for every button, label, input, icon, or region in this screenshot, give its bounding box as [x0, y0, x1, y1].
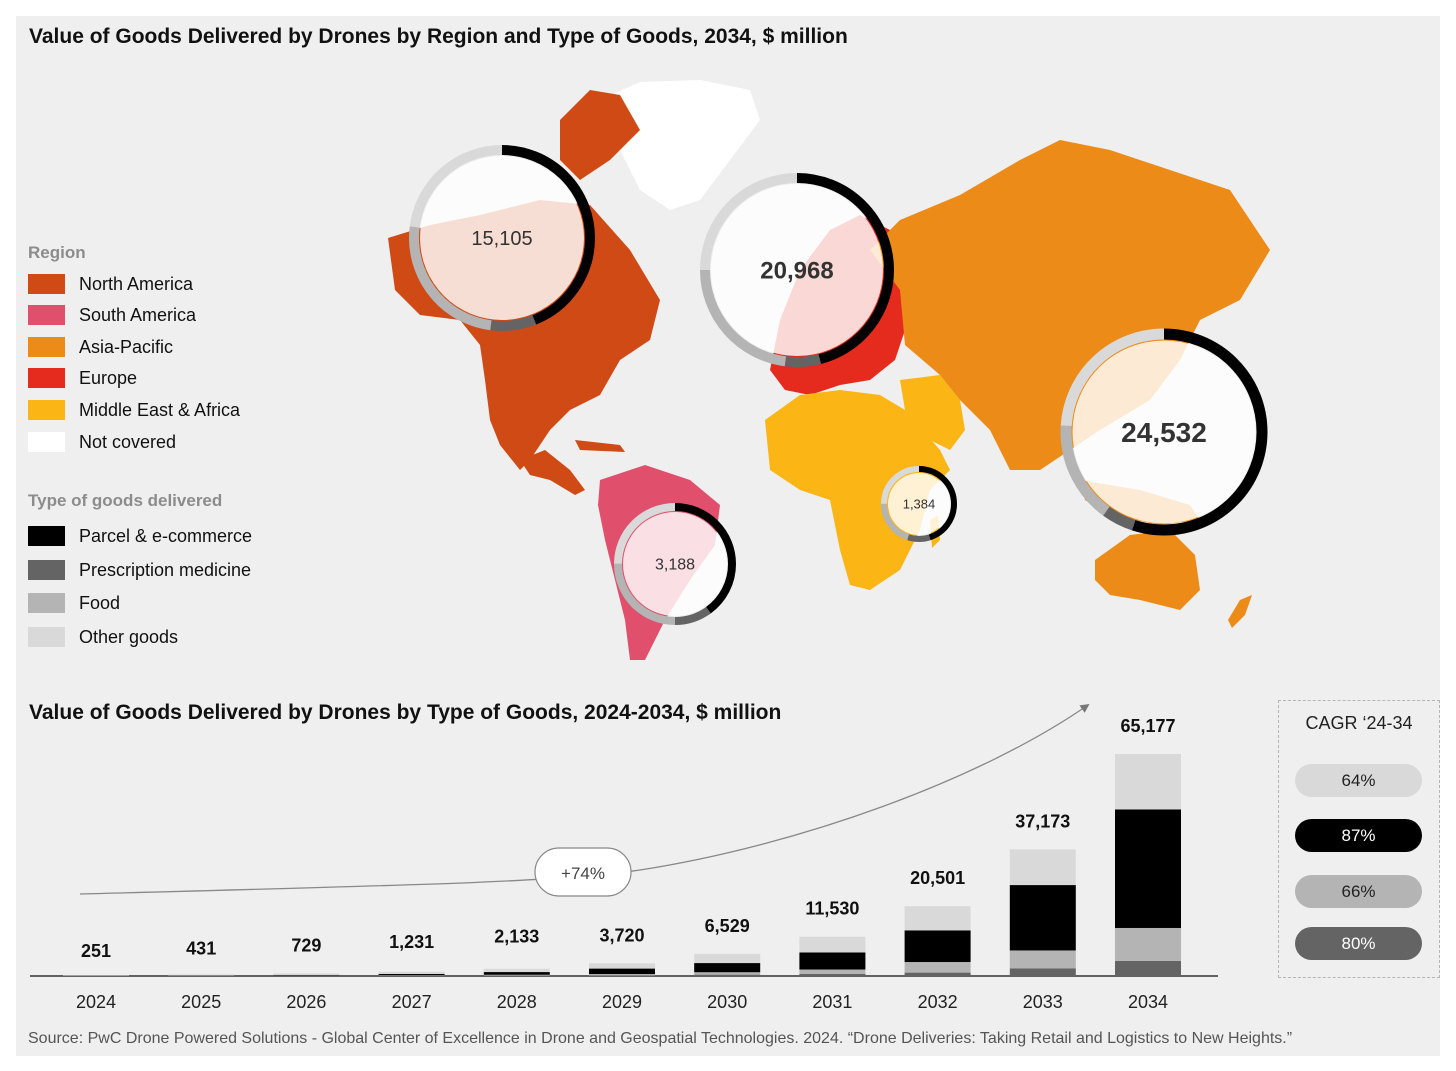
legend-swatch: [28, 432, 65, 452]
legend-label: Prescription medicine: [79, 560, 252, 580]
donut-value-label: 20,968: [760, 257, 833, 284]
donut-segment-food: [614, 503, 736, 625]
legend-swatch: [28, 368, 65, 388]
donut-center: [1072, 340, 1256, 524]
donut-segment-medicine: [614, 503, 736, 625]
legend-swatch: [28, 305, 65, 325]
donut-segment-other: [700, 173, 894, 367]
donut-segment-medicine: [700, 173, 894, 367]
donut-segment-other: [409, 145, 595, 331]
map-region-new-zealand: [1228, 595, 1252, 628]
region-donut: 1,384: [881, 466, 957, 542]
region-donut: 24,532: [1060, 328, 1268, 536]
legend-swatch: [28, 526, 65, 546]
donut-value-label: 15,105: [471, 228, 532, 250]
legend-label: Not covered: [79, 432, 177, 452]
donut-segment-other: [1060, 328, 1268, 536]
legend-swatch: [28, 337, 65, 357]
donut-segment-medicine: [409, 145, 595, 331]
cagr-pill-food: 66%: [1295, 875, 1422, 908]
donut-center: [711, 184, 883, 356]
cagr-title: CAGR ‘24-34: [1305, 713, 1413, 733]
map-region-central-america: [520, 450, 585, 495]
cagr-panel: CAGR ‘24-34 64% 87% 66% 80%: [1278, 700, 1440, 978]
donut-center: [420, 156, 584, 320]
map-region-caribbean: [575, 440, 625, 452]
map-title: Value of Goods Delivered by Drones by Re…: [29, 25, 848, 48]
legend-swatch: [28, 627, 65, 647]
legend-label: North America: [79, 274, 194, 294]
region-donut: 20,968: [700, 173, 894, 367]
donut-center: [888, 473, 950, 535]
legend-label: Asia-Pacific: [79, 337, 174, 357]
donut-segment-medicine: [881, 466, 957, 542]
legend-swatch: [28, 560, 65, 580]
world-map: 15,105 20,968 24,532 3,188 1,384: [388, 80, 1270, 660]
bar-chart-title: Value of Goods Delivered by Drones by Ty…: [29, 701, 782, 724]
donut-segment-food: [1060, 328, 1268, 536]
donut-segment-food: [700, 173, 894, 367]
goods-legend-header: Type of goods delivered: [28, 491, 223, 510]
map-region-australia: [1095, 530, 1200, 610]
donut-segment-other: [881, 466, 957, 542]
donut-value-label: 1,384: [903, 497, 936, 512]
legend-label: Europe: [79, 368, 138, 388]
legend-label: Other goods: [79, 627, 179, 647]
legend-swatch: [28, 593, 65, 613]
map-region-africa: [765, 390, 950, 590]
legend-label: South America: [79, 305, 197, 325]
cagr-pill-parcel: 87%: [1295, 819, 1422, 852]
map-region-middle-east: [900, 375, 965, 450]
cagr-pill-other: 64%: [1295, 764, 1422, 797]
donut-value-label: 3,188: [655, 557, 695, 574]
region-donut: 15,105: [409, 145, 595, 331]
legend-swatch: [28, 274, 65, 294]
legend-swatch: [28, 400, 65, 420]
map-region-asia: [870, 140, 1270, 470]
donut-center: [623, 512, 727, 616]
donut-value-label: 24,532: [1121, 417, 1207, 448]
region-donut: 3,188: [614, 503, 736, 625]
donut-segment-food: [409, 145, 595, 331]
map-region-north-america-islands: [560, 90, 640, 180]
legend-label: Parcel & e-commerce: [79, 526, 253, 546]
legend-label: Food: [79, 593, 121, 613]
source-note: Source: PwC Drone Powered Solutions - Gl…: [28, 1030, 1293, 1047]
region-legend-header: Region: [28, 243, 86, 262]
donut-segment-food: [881, 466, 957, 542]
legend-label: Middle East & Africa: [79, 400, 241, 420]
donut-segment-other: [614, 503, 736, 625]
cagr-pill-medicine: 80%: [1295, 927, 1422, 960]
map-region-greenland: [600, 80, 760, 210]
